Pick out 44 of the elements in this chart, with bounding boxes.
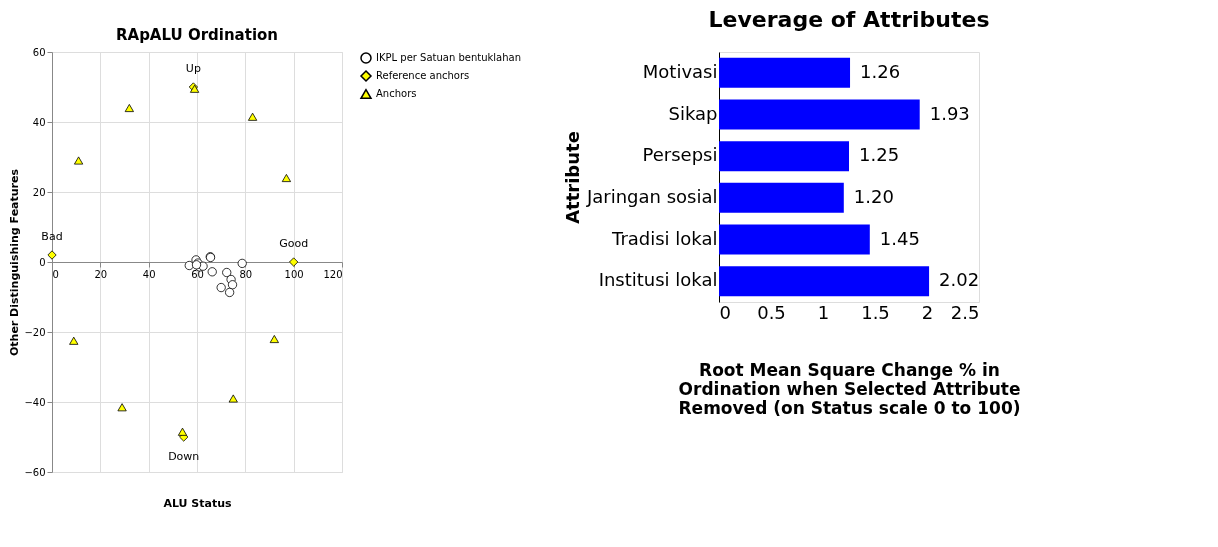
x-tick-label: 1 xyxy=(817,301,830,323)
x-tick-label: 0 xyxy=(52,268,59,280)
y-tick-label: Tradisi lokal xyxy=(611,227,718,249)
x-tick-label: 2 xyxy=(921,301,934,323)
y-tick-label: 60 xyxy=(32,46,46,58)
x-tick-label: 60 xyxy=(191,268,204,280)
y-tick-label: −40 xyxy=(24,396,46,408)
annotation: Good xyxy=(279,237,309,250)
data-label: 1.20 xyxy=(853,185,894,207)
x-tick-label: 80 xyxy=(239,268,253,280)
annotation: Down xyxy=(168,450,200,463)
data-label: 1.45 xyxy=(879,227,920,249)
y-tick-label: Motivasi xyxy=(642,60,718,82)
data-label: 2.02 xyxy=(939,269,980,291)
annotation: Up xyxy=(185,62,201,75)
y-tick-label: Sikap xyxy=(668,102,718,124)
data-label: 1.26 xyxy=(860,60,901,82)
x-axis-title: Root Mean Square Change % in Ordination when Selected Attribute Removed (on Status scale 0 to 100) xyxy=(678,359,1021,418)
y-tick-label: 40 xyxy=(32,116,46,128)
x-tick-label: 120 xyxy=(323,268,343,280)
data-label: 1.93 xyxy=(929,102,970,124)
x-tick-label: 20 xyxy=(94,268,108,280)
legend-label: Reference anchors xyxy=(376,70,470,81)
x-tick-label: 40 xyxy=(142,268,156,280)
y-tick-label: 20 xyxy=(32,186,46,198)
x-axis-title: ALU Status xyxy=(163,496,233,510)
y-tick-label: −60 xyxy=(24,466,46,478)
x-tick-label: 2.5 xyxy=(950,301,980,323)
y-tick-label: Jaringan sosial xyxy=(585,185,718,207)
y-tick-label: Persepsi xyxy=(642,144,718,166)
legend-label: IKPL per Satuan bentuklahan xyxy=(376,52,522,63)
x-tick-label: 0.5 xyxy=(757,301,786,323)
annotation: Bad xyxy=(41,230,63,243)
chart-title: RApALU Ordination xyxy=(115,26,279,44)
y-axis-title: Other Distinguishing Features xyxy=(8,168,22,357)
x-tick-label: 1.5 xyxy=(861,301,890,323)
legend-label: Anchors xyxy=(376,88,417,99)
y-axis-title: Attribute xyxy=(561,131,583,224)
y-tick-label: 0 xyxy=(39,256,46,268)
y-tick-label: Institusi lokal xyxy=(598,269,718,291)
y-tick-label: −20 xyxy=(24,326,46,338)
data-label: 1.25 xyxy=(859,144,900,166)
chart-title: Leverage of Attributes xyxy=(708,7,990,32)
x-tick-label: 100 xyxy=(284,268,304,280)
